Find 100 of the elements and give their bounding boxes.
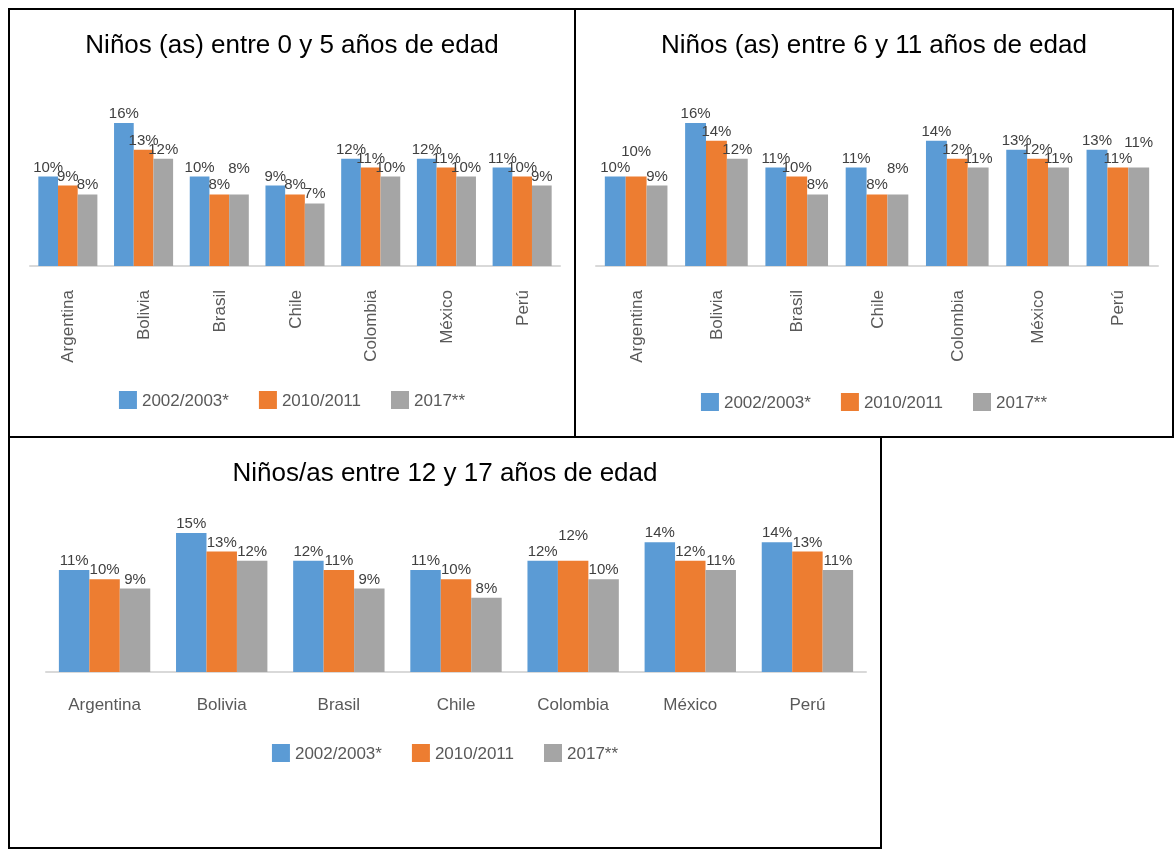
bar	[471, 597, 502, 672]
data-label: 8%	[806, 175, 829, 193]
bar	[531, 185, 552, 266]
data-label: 11%	[823, 551, 853, 569]
bar	[527, 560, 558, 672]
bar	[887, 194, 909, 266]
data-label: 12%	[675, 541, 706, 559]
bar	[822, 570, 854, 672]
x-tick-label: Chile	[867, 290, 887, 329]
x-tick-label: Brasil	[209, 290, 229, 333]
bar	[285, 194, 305, 266]
bar	[625, 176, 647, 266]
bar	[304, 203, 325, 266]
data-label: 11%	[324, 551, 354, 569]
data-label: 15%	[176, 514, 207, 531]
data-label: 8%	[475, 578, 498, 596]
bar	[761, 542, 793, 672]
bar	[58, 185, 78, 266]
bar	[440, 579, 472, 672]
bar	[675, 560, 706, 672]
bar	[557, 560, 589, 672]
bar	[646, 185, 668, 266]
data-label: 9%	[124, 569, 146, 587]
bar	[265, 185, 286, 266]
bar	[866, 194, 888, 266]
chart-title: Niños (as) entre 6 y 11 años de edad	[661, 29, 1087, 59]
x-tick-label: México	[1028, 290, 1048, 344]
x-tick-label: Chile	[436, 695, 476, 714]
x-tick-label: México	[663, 695, 718, 714]
bar	[58, 570, 90, 672]
data-label: 11%	[411, 551, 440, 569]
x-tick-label: México	[436, 290, 456, 344]
x-tick-label: Brasil	[787, 290, 807, 333]
bar	[176, 533, 207, 672]
data-label: 10%	[89, 560, 120, 578]
bar	[1048, 167, 1069, 266]
bar	[323, 570, 355, 672]
bar	[967, 167, 989, 266]
bar	[209, 194, 230, 266]
bar	[726, 158, 748, 266]
legend-label: 2002/2003*	[141, 390, 230, 410]
x-tick-label: Perú	[789, 695, 826, 714]
bar	[189, 176, 210, 266]
x-tick-label: Argentina	[626, 289, 646, 363]
bar	[705, 570, 736, 672]
legend-label: 2017**	[567, 743, 619, 763]
bar	[410, 570, 441, 672]
legend-label: 2002/2003*	[723, 392, 812, 412]
x-tick-label: Bolivia	[706, 289, 726, 341]
legend-label: 2017**	[414, 390, 466, 410]
data-label: 14%	[644, 523, 675, 541]
bar	[845, 167, 867, 266]
bar	[512, 176, 532, 266]
bar	[588, 579, 619, 672]
data-label: 12%	[237, 541, 268, 559]
data-label: 13%	[206, 532, 237, 550]
bar	[236, 560, 268, 672]
chart-title: Niños/as entre 12 y 17 años de edad	[232, 457, 658, 487]
bar	[119, 588, 151, 672]
data-label: 10%	[184, 157, 215, 175]
data-label: 8%	[866, 175, 888, 193]
data-label: 9%	[358, 569, 381, 587]
bar	[380, 176, 401, 266]
data-label: 13%	[792, 532, 823, 550]
data-label: 11%	[706, 551, 736, 569]
legend-label: 2017**	[996, 392, 1048, 412]
data-label: 12%	[527, 541, 558, 559]
data-label: 12%	[293, 541, 324, 559]
x-tick-label: Colombia	[947, 289, 967, 362]
x-tick-label: Bolivia	[134, 289, 154, 341]
data-label: 11%	[59, 551, 89, 569]
data-label: 14%	[761, 523, 792, 541]
bar	[604, 176, 626, 266]
bar	[38, 176, 59, 266]
data-label: 11%	[841, 148, 871, 166]
bar	[786, 176, 808, 266]
x-tick-label: Colombia	[537, 695, 610, 714]
data-label: 10%	[621, 141, 652, 159]
x-tick-label: Argentina	[68, 695, 142, 714]
data-label: 8%	[208, 175, 231, 193]
bar	[807, 194, 829, 266]
legend-label: 2010/2011	[281, 390, 362, 410]
data-label: 12%	[558, 525, 589, 543]
data-label: 10%	[440, 560, 472, 578]
data-label: 16%	[680, 103, 711, 121]
bar	[293, 560, 324, 672]
bar	[792, 551, 823, 672]
x-tick-label: Perú	[1108, 290, 1128, 326]
legend-label: 2010/2011	[434, 743, 515, 763]
x-tick-label: Perú	[512, 290, 532, 326]
x-tick-label: Argentina	[58, 289, 78, 363]
x-tick-label: Bolivia	[196, 695, 248, 714]
bar	[1107, 167, 1129, 266]
data-label: 16%	[108, 103, 139, 121]
x-tick-label: Chile	[285, 290, 305, 329]
data-label: 14%	[921, 121, 952, 139]
data-label: 10%	[588, 560, 619, 578]
bar	[153, 158, 174, 266]
bar	[1128, 167, 1150, 266]
x-tick-label: Colombia	[361, 289, 381, 362]
